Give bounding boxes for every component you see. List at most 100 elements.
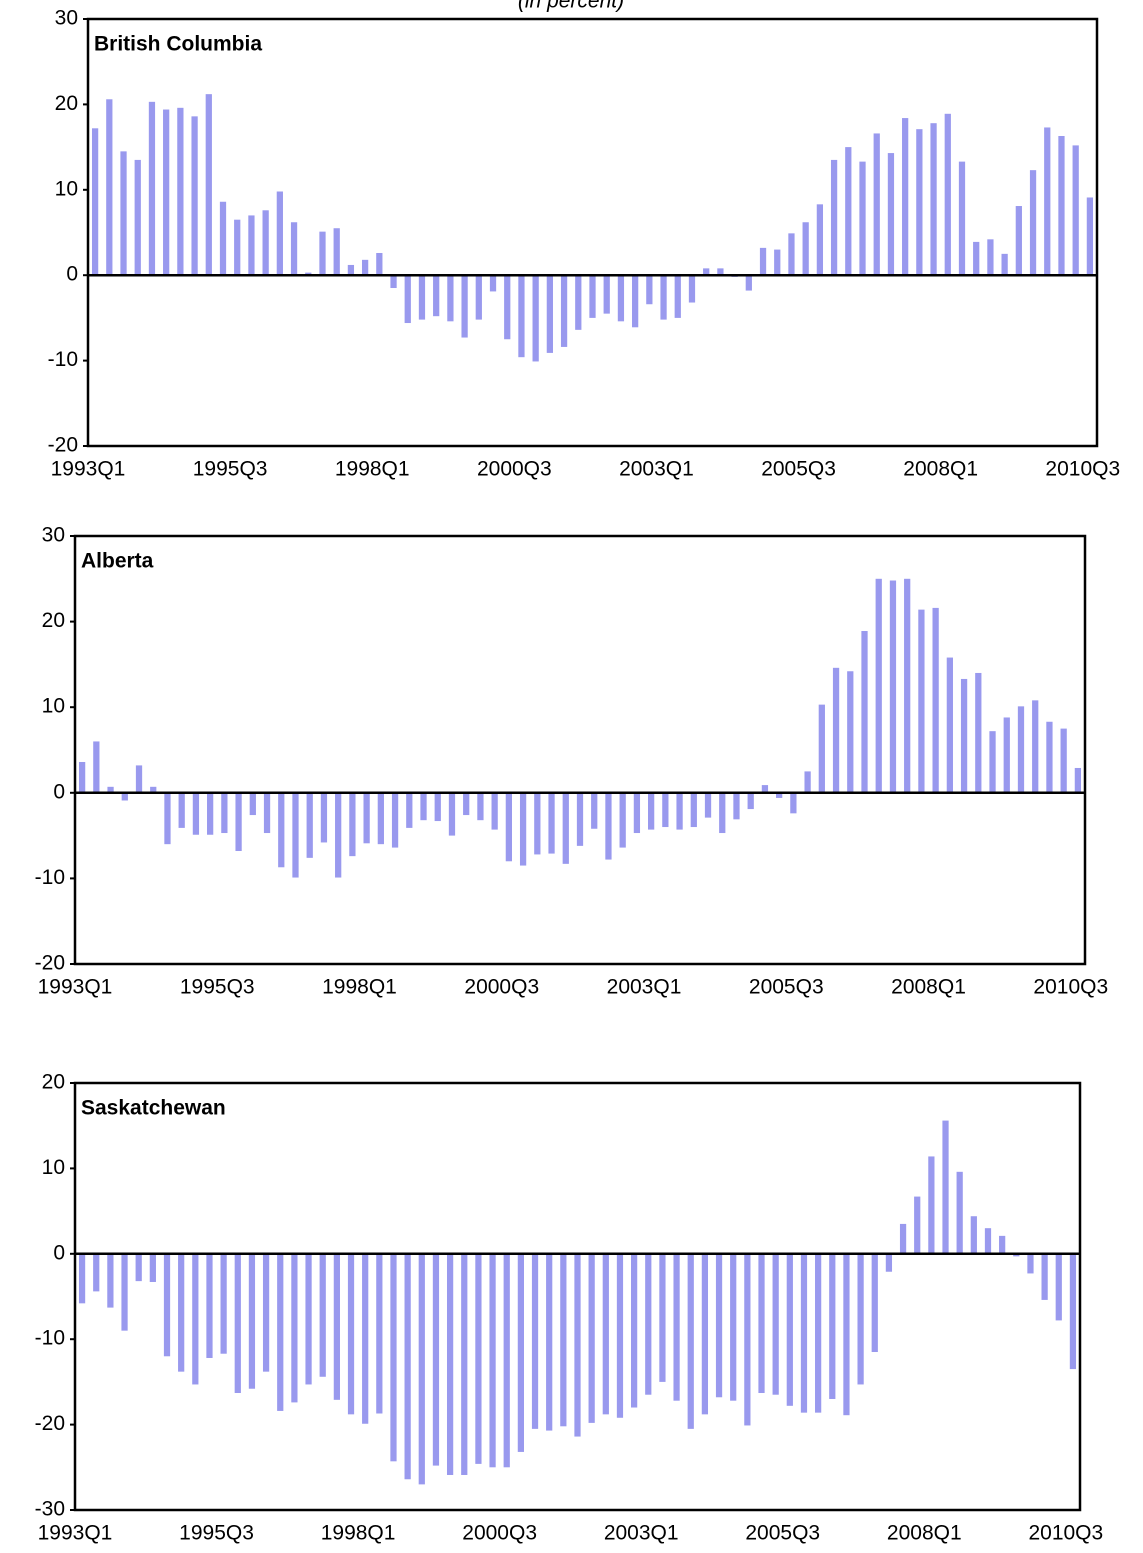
bar — [1060, 728, 1067, 793]
bar — [404, 275, 411, 324]
bar — [503, 1253, 510, 1468]
bar — [121, 1253, 128, 1331]
chart-subtitle: (in percent) — [518, 0, 624, 13]
bar — [690, 792, 697, 828]
bar — [107, 1253, 114, 1308]
bar — [845, 147, 852, 276]
bar — [745, 275, 752, 291]
bar — [660, 275, 667, 320]
bar — [376, 1253, 383, 1414]
bar — [847, 671, 854, 793]
bar — [505, 792, 513, 862]
bar — [546, 275, 553, 353]
bar — [390, 1253, 397, 1462]
bar — [491, 792, 498, 830]
bar — [662, 792, 669, 828]
bar — [234, 219, 241, 276]
bar — [646, 275, 653, 305]
bar — [560, 1253, 567, 1427]
bar — [93, 1253, 100, 1292]
bar — [889, 580, 897, 793]
bar — [418, 275, 426, 320]
bar — [221, 792, 228, 834]
bar — [605, 792, 612, 860]
bar — [717, 268, 724, 276]
bar — [249, 792, 256, 816]
bar — [333, 228, 340, 276]
bar — [391, 792, 399, 848]
bar — [832, 667, 840, 793]
bar — [1001, 253, 1008, 276]
bar — [1027, 1253, 1034, 1274]
bar — [747, 792, 754, 810]
bar — [591, 792, 598, 829]
bar — [973, 241, 980, 276]
bar — [602, 1253, 609, 1415]
x-tick-label: 2005Q3 — [761, 458, 836, 481]
bar — [278, 792, 285, 868]
x-tick-label: 2003Q1 — [619, 458, 694, 481]
bar — [120, 151, 127, 276]
bar — [192, 792, 200, 835]
y-tick-label: 30 — [55, 7, 78, 30]
bar — [759, 247, 767, 276]
bar — [617, 275, 625, 322]
bar — [433, 275, 440, 317]
bar — [135, 1253, 142, 1282]
bar — [603, 275, 610, 314]
bar — [376, 252, 383, 276]
bar — [390, 275, 397, 289]
x-tick-label: 1995Q3 — [179, 1522, 254, 1545]
bar — [1044, 127, 1051, 276]
bar — [93, 741, 100, 793]
bar — [134, 159, 141, 276]
bar — [235, 792, 242, 852]
y-tick-label: -10 — [35, 1327, 65, 1350]
y-tick-label: 20 — [42, 609, 65, 632]
bar — [1013, 1253, 1020, 1257]
bar — [676, 792, 683, 830]
y-tick-label: -10 — [48, 348, 78, 371]
bar — [774, 249, 781, 276]
bar — [616, 1253, 624, 1418]
y-tick-label: -20 — [35, 952, 65, 975]
bar — [1072, 145, 1079, 276]
bar — [804, 771, 811, 793]
bar — [363, 792, 370, 844]
bar — [857, 1253, 864, 1385]
bar — [588, 1253, 595, 1423]
bar — [448, 792, 456, 836]
bar — [887, 153, 895, 276]
y-tick-label: -30 — [35, 1498, 65, 1521]
bar — [800, 1253, 808, 1413]
bar — [631, 1253, 638, 1408]
bar — [956, 1171, 963, 1254]
bar — [816, 204, 824, 276]
bar — [276, 191, 283, 276]
bar — [1055, 1253, 1062, 1321]
bar — [873, 133, 880, 276]
bar — [248, 215, 255, 276]
bar — [447, 275, 454, 322]
bar — [730, 1253, 737, 1401]
bar — [788, 233, 795, 276]
bar — [91, 128, 99, 276]
bar — [463, 792, 470, 816]
bar — [875, 578, 882, 793]
bar — [1069, 1253, 1077, 1370]
plot-frame — [86, 17, 1099, 448]
bar — [701, 1253, 709, 1415]
bar — [576, 792, 584, 846]
bar — [975, 672, 982, 793]
bar — [984, 1228, 992, 1254]
x-tick-label: 2003Q1 — [607, 976, 682, 999]
bar — [776, 792, 783, 798]
bar — [674, 275, 681, 318]
bar — [149, 1253, 156, 1282]
bar — [361, 259, 369, 276]
bar — [404, 1253, 411, 1480]
bar — [918, 609, 925, 793]
bar — [192, 1253, 199, 1385]
bar — [673, 1253, 680, 1401]
bar — [704, 792, 712, 818]
